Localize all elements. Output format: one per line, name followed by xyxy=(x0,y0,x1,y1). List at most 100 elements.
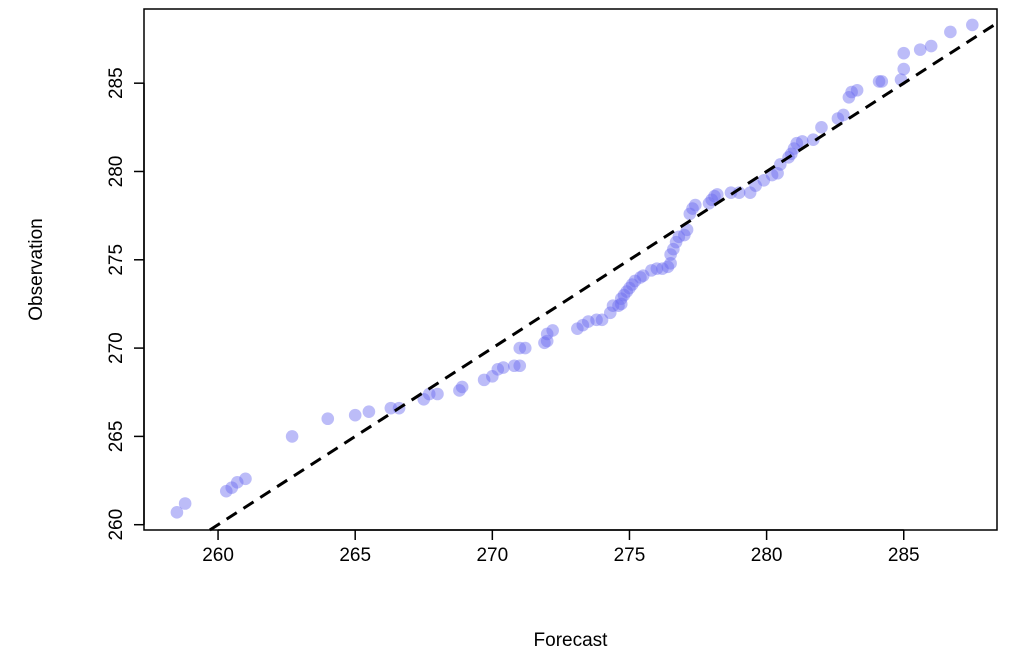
data-point xyxy=(219,484,233,498)
data-point xyxy=(787,142,801,155)
data-point xyxy=(686,202,699,215)
data-point xyxy=(664,248,677,261)
data-point xyxy=(239,472,252,486)
data-point xyxy=(661,260,675,274)
data-point xyxy=(590,313,603,327)
data-point xyxy=(790,136,804,150)
x-axis-title: Forecast xyxy=(534,630,609,651)
data-point xyxy=(924,39,938,53)
data-point xyxy=(897,46,911,60)
data-point xyxy=(765,168,779,182)
y-tick-label: 265 xyxy=(106,421,127,453)
data-point xyxy=(815,121,828,134)
data-point xyxy=(540,334,554,348)
data-point xyxy=(636,269,650,282)
data-point xyxy=(230,476,244,489)
data-point xyxy=(612,299,625,313)
data-point xyxy=(617,288,631,302)
data-point xyxy=(669,235,683,249)
y-axis: 260 265 270 275 280 285 xyxy=(106,67,145,541)
data-point xyxy=(837,108,850,122)
data-point xyxy=(518,341,532,355)
data-point xyxy=(417,393,431,406)
x-tick-label: 275 xyxy=(614,545,646,566)
data-point xyxy=(614,292,628,305)
data-point xyxy=(321,412,335,426)
data-point xyxy=(606,299,620,313)
data-point xyxy=(678,228,691,242)
identity-reference-line xyxy=(209,21,998,532)
data-point xyxy=(453,384,466,397)
data-point xyxy=(680,223,694,237)
plot-frame xyxy=(143,8,998,531)
data-point xyxy=(683,207,697,221)
data-point xyxy=(831,112,845,125)
data-point xyxy=(708,189,721,203)
x-tick-label: 270 xyxy=(476,545,508,566)
data-point xyxy=(749,179,762,192)
data-point xyxy=(614,297,628,311)
y-tick-label: 280 xyxy=(106,156,127,188)
data-point xyxy=(634,271,647,284)
data-point xyxy=(710,188,724,201)
data-point xyxy=(582,315,595,328)
data-point xyxy=(540,327,554,341)
data-point xyxy=(743,186,757,199)
data-point xyxy=(966,18,979,32)
data-point xyxy=(513,341,527,355)
data-point xyxy=(538,336,551,350)
data-point xyxy=(795,135,809,148)
data-point xyxy=(362,405,376,418)
y-tick-label: 270 xyxy=(106,332,127,364)
data-point xyxy=(576,318,590,332)
data-point xyxy=(650,262,664,275)
data-point xyxy=(664,257,677,270)
data-point xyxy=(225,481,239,494)
data-point xyxy=(603,306,617,320)
data-point xyxy=(845,85,858,99)
x-axis: 260 265 270 275 280 285 xyxy=(202,529,920,566)
reference-line-layer xyxy=(209,21,998,532)
data-point xyxy=(625,278,639,291)
data-point xyxy=(757,174,771,187)
data-point xyxy=(872,75,886,88)
y-tick-label: 260 xyxy=(106,509,127,541)
x-tick-label: 280 xyxy=(751,545,783,566)
data-point xyxy=(897,62,911,76)
x-tick-label: 285 xyxy=(888,545,920,566)
points-layer xyxy=(170,18,979,519)
data-point xyxy=(477,373,491,387)
data-point xyxy=(507,359,521,373)
x-tick-label: 265 xyxy=(339,545,371,566)
data-point xyxy=(944,25,957,39)
data-point xyxy=(486,370,499,383)
data-point xyxy=(595,313,609,327)
data-point xyxy=(875,75,889,88)
data-point xyxy=(842,91,856,104)
data-point xyxy=(513,359,527,373)
data-point xyxy=(422,387,436,401)
data-point xyxy=(913,43,927,56)
data-point xyxy=(178,497,192,510)
data-point xyxy=(491,362,505,376)
y-tick-label: 285 xyxy=(106,67,127,99)
data-point xyxy=(702,196,716,210)
data-point xyxy=(497,361,510,374)
data-point xyxy=(771,166,784,180)
y-tick-label: 275 xyxy=(106,244,127,276)
data-point xyxy=(546,324,559,337)
data-point xyxy=(348,408,362,422)
data-point xyxy=(850,83,864,97)
data-point xyxy=(455,380,469,394)
data-point xyxy=(656,262,669,275)
data-point xyxy=(571,322,584,335)
data-point xyxy=(628,274,642,288)
data-point xyxy=(806,133,820,146)
y-axis-title: Observation xyxy=(26,218,47,320)
data-point xyxy=(645,264,658,277)
data-point xyxy=(170,506,184,519)
data-point xyxy=(620,285,634,298)
data-point xyxy=(688,198,702,212)
data-point xyxy=(705,193,719,207)
